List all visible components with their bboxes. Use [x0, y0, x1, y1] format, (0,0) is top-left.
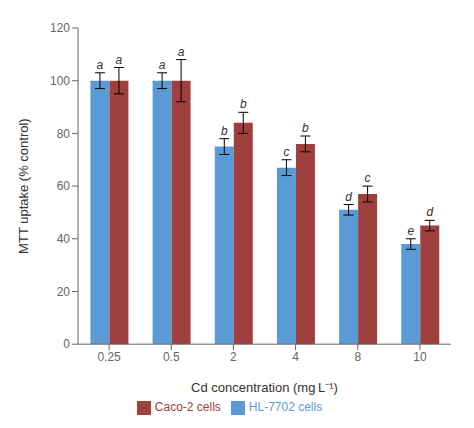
svg-text:0.25: 0.25 [97, 350, 121, 364]
svg-text:120: 120 [50, 21, 70, 35]
svg-text:80: 80 [57, 127, 71, 141]
svg-text:c: c [365, 171, 371, 185]
html-text:Caco-2 cells: Caco-2 cells [154, 400, 221, 415]
svg-text:a: a [178, 45, 185, 59]
svg-text:b: b [221, 124, 228, 138]
svg-text:2: 2 [230, 350, 237, 364]
svg-text:c: c [283, 145, 289, 159]
html-text:HL-7702 cells: HL-7702 cells [248, 400, 323, 415]
svg-text:60: 60 [57, 179, 71, 193]
svg-text:b: b [240, 97, 247, 111]
svg-text:a: a [116, 53, 123, 67]
svg-text:100: 100 [50, 74, 70, 88]
svg-text:0.5: 0.5 [163, 350, 180, 364]
svg-text:a: a [159, 58, 166, 72]
svg-text:0: 0 [63, 337, 70, 351]
svg-text:Cd concentration (mg L⁻¹): Cd concentration (mg L⁻¹) [191, 380, 338, 395]
svg-text:20: 20 [57, 285, 71, 299]
svg-text:40: 40 [57, 232, 71, 246]
svg-text:a: a [97, 58, 104, 72]
svg-text:4: 4 [292, 350, 299, 364]
svg-text:MTT uptake (% control): MTT uptake (% control) [16, 118, 31, 254]
svg-text:8: 8 [354, 350, 361, 364]
svg-text:10: 10 [413, 350, 427, 364]
svg-text:e: e [407, 224, 414, 238]
svg-text:b: b [302, 121, 309, 135]
svg-text:d: d [345, 190, 352, 204]
svg-text:d: d [426, 205, 433, 219]
